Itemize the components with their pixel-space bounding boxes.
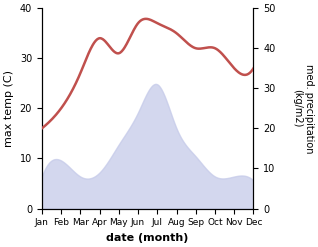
Y-axis label: med. precipitation
(kg/m2): med. precipitation (kg/m2) — [292, 64, 314, 153]
Y-axis label: max temp (C): max temp (C) — [4, 70, 14, 147]
X-axis label: date (month): date (month) — [107, 233, 189, 243]
